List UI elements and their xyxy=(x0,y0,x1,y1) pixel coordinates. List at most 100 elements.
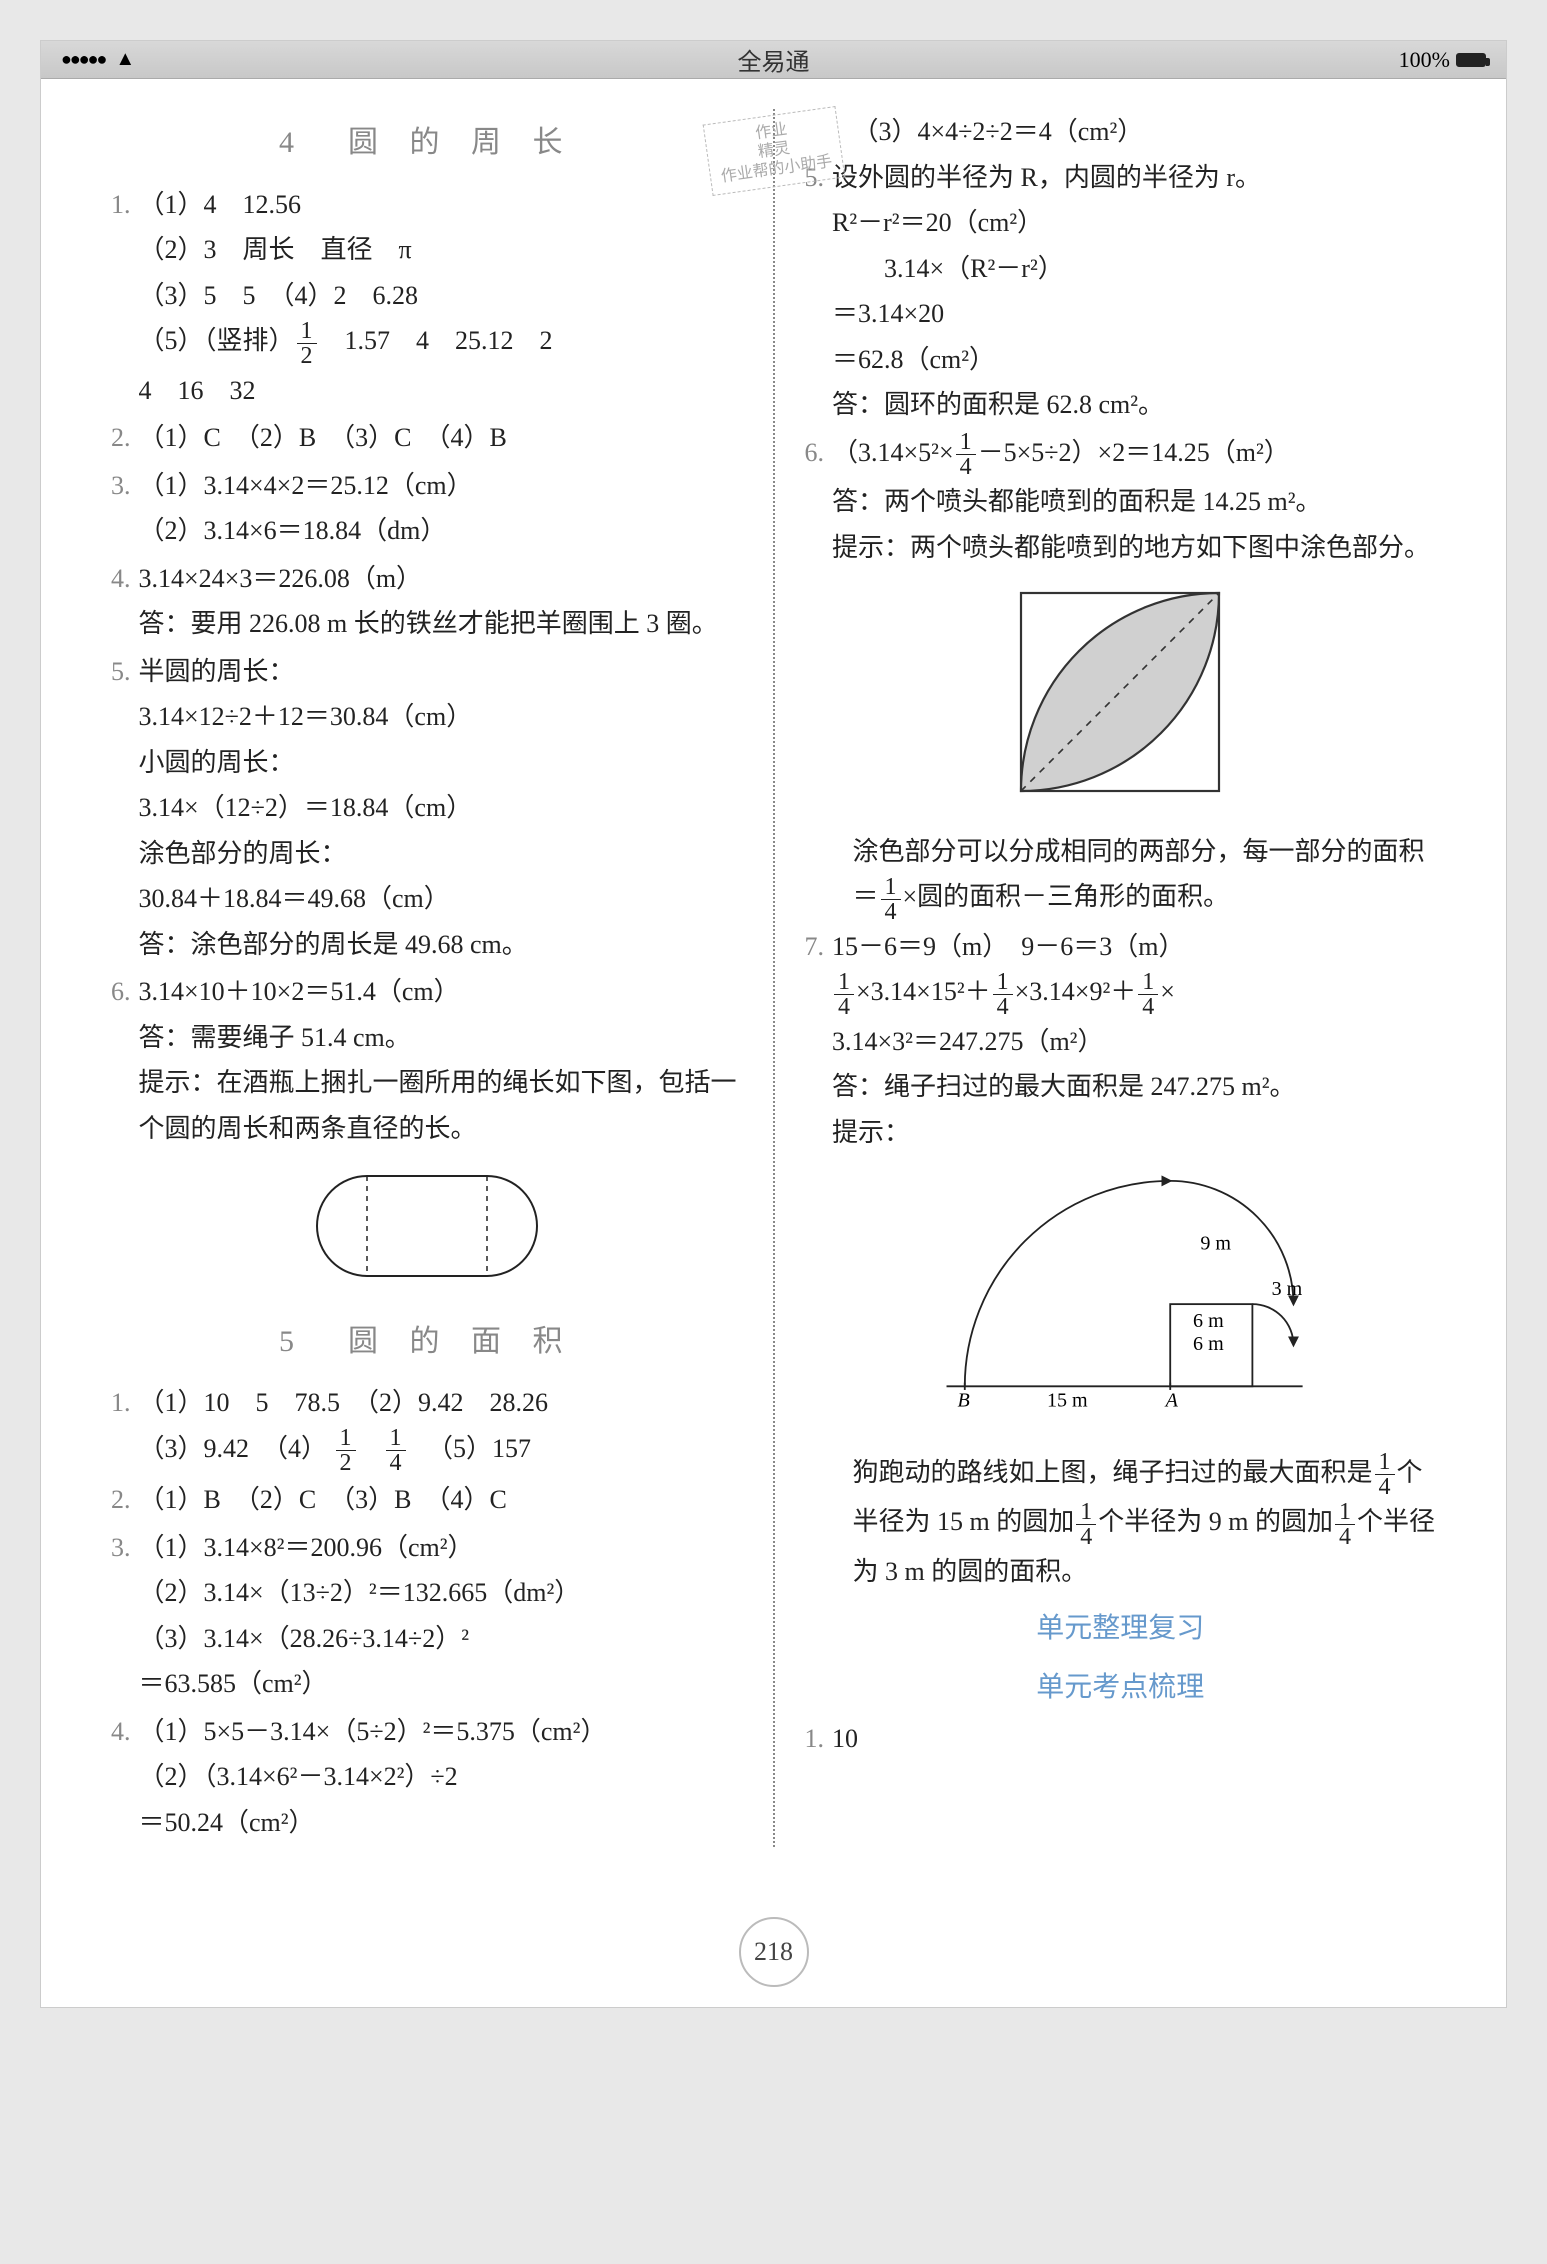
item-number: 6. xyxy=(111,969,131,1151)
answer-text: 10 xyxy=(832,1716,1436,1762)
battery-icon xyxy=(1456,53,1486,67)
item-number: 4. xyxy=(111,1709,131,1846)
answer-text: 14×3.14×15²＋14×3.14×9²＋14× xyxy=(832,969,1436,1019)
fraction: 14 xyxy=(1138,970,1158,1019)
oval-svg xyxy=(297,1161,557,1291)
answer-text: ＝3.14×20 xyxy=(832,291,1436,337)
text-span: －5×5÷2）×2＝14.25（m²） xyxy=(978,438,1290,467)
page-container: ●●●●● ▲ 全易通 100% 作业 精灵 作业帮的小助手 4 圆 的 周 长… xyxy=(40,40,1507,2008)
answer-text: 3.14×10＋10×2＝51.4（cm） xyxy=(139,969,743,1015)
header-title: 全易通 xyxy=(738,42,810,77)
answer-text: （1）3.14×4×2＝25.12（cm） xyxy=(139,463,743,509)
list-item: 1. （1）4 12.56 （2）3 周长 直径 π （3）5 5 （4）2 6… xyxy=(111,182,743,414)
answer-text: 半圆的周长： xyxy=(139,649,743,695)
answer-text: 3.14×12÷2＋12＝30.84（cm） xyxy=(139,694,743,740)
item-number: 7. xyxy=(805,924,825,1156)
item-number: 3. xyxy=(111,1525,131,1707)
item-number: 1. xyxy=(111,1380,131,1475)
answer-text: 15－6＝9（m） 9－6＝3（m） xyxy=(832,924,1436,970)
signal-icon: ●●●●● xyxy=(61,49,105,70)
battery-indicator: 100% xyxy=(1399,47,1486,73)
leaf-figure xyxy=(805,582,1437,817)
answer-text: （1）10 5 78.5 （2）9.42 28.26 xyxy=(139,1380,743,1426)
answer-text: （3）3.14×（28.26÷3.14÷2）² xyxy=(139,1616,743,1662)
list-item: 6. （3.14×5²×14－5×5÷2）×2＝14.25（m²） 答：两个喷头… xyxy=(805,430,1437,571)
answer-text: （1）C （2）B （3）C （4）B xyxy=(139,415,743,461)
answer-text: 涂色部分的周长： xyxy=(139,831,743,877)
answer-text: ＝50.24（cm²） xyxy=(139,1800,743,1846)
unit-subtitle: 单元考点梳理 xyxy=(805,1663,1437,1712)
label-9m: 9 m xyxy=(1201,1232,1232,1254)
answer-text: （2）3 周长 直径 π xyxy=(139,227,743,273)
list-item: 5. 半圆的周长： 3.14×12÷2＋12＝30.84（cm） 小圆的周长： … xyxy=(111,649,743,968)
answer-text: （3）9.42 （4） 12 14 （5）157 xyxy=(139,1426,743,1476)
list-item: 3. （1）3.14×4×2＝25.12（cm） （2）3.14×6＝18.84… xyxy=(111,463,743,554)
fraction: 14 xyxy=(993,970,1013,1019)
answer-text: （1）B （2）C （3）B （4）C xyxy=(139,1477,743,1523)
fraction: 14 xyxy=(1375,1450,1395,1499)
answer-text: 狗跑动的路线如上图，绳子扫过的最大面积是14个半径为 15 m 的圆加14个半径… xyxy=(805,1450,1437,1595)
answer-text: 提示：在酒瓶上捆扎一圈所用的绳长如下图，包括一个圆的周长和两条直径的长。 xyxy=(139,1060,743,1151)
item-number: 5. xyxy=(111,649,131,968)
answer-text: 提示：两个喷头都能喷到的地方如下图中涂色部分。 xyxy=(832,525,1436,571)
answer-text: （1）3.14×8²＝200.96（cm²） xyxy=(139,1525,743,1571)
section-title: 4 圆 的 周 长 xyxy=(111,117,743,170)
item-number: 4. xyxy=(111,556,131,647)
text-span: ×3.14×9²＋ xyxy=(1015,977,1137,1006)
page-number: 218 xyxy=(739,1917,809,1987)
answer-text: ＝62.8（cm²） xyxy=(832,337,1436,383)
answer-text: 涂色部分可以分成相同的两部分，每一部分的面积＝14×圆的面积－三角形的面积。 xyxy=(805,829,1437,924)
right-column: （3）4×4÷2÷2＝4（cm²） 5. 设外圆的半径为 R，内圆的半径为 r。… xyxy=(775,109,1457,1847)
text-span: （3）9.42 （4） xyxy=(139,1434,328,1463)
left-column: 4 圆 的 周 长 1. （1）4 12.56 （2）3 周长 直径 π （3）… xyxy=(91,109,773,1847)
answer-text: 答：绳子扫过的最大面积是 247.275 m²。 xyxy=(832,1064,1436,1110)
label-6m: 6 m xyxy=(1193,1310,1224,1332)
answer-text: 3.14×（12÷2）＝18.84（cm） xyxy=(139,785,743,831)
answer-text: ＝63.585（cm²） xyxy=(139,1661,743,1707)
fraction: 12 xyxy=(336,1426,356,1475)
list-item: 4. 3.14×24×3＝226.08（m） 答：要用 226.08 m 长的铁… xyxy=(111,556,743,647)
list-item: 1. （1）10 5 78.5 （2）9.42 28.26 （3）9.42 （4… xyxy=(111,1380,743,1475)
answer-text: （2）3.14×6＝18.84（dm） xyxy=(139,508,743,554)
label-B: B xyxy=(958,1389,970,1411)
wifi-icon: ▲ xyxy=(115,48,135,71)
answer-text: 3.14×3²＝247.275（m²） xyxy=(832,1019,1436,1065)
fraction: 14 xyxy=(881,875,901,924)
item-number: 2. xyxy=(111,1477,131,1523)
text-span: （5）157 xyxy=(414,1434,531,1463)
answer-text: （3.14×5²×14－5×5÷2）×2＝14.25（m²） xyxy=(832,430,1436,480)
answer-text: （3）5 5 （4）2 6.28 xyxy=(139,273,743,319)
answer-text: 提示： xyxy=(832,1110,1436,1156)
content-columns: 作业 精灵 作业帮的小助手 4 圆 的 周 长 1. （1）4 12.56 （2… xyxy=(41,79,1506,1897)
fraction: 14 xyxy=(386,1426,406,1475)
list-item: 4. （1）5×5－3.14×（5÷2）²＝5.375（cm²） （2）（3.1… xyxy=(111,1709,743,1846)
text-span: ×3.14×15²＋ xyxy=(856,977,991,1006)
fraction: 14 xyxy=(1335,1500,1355,1549)
item-number: 2. xyxy=(111,415,131,461)
answer-text: 3.14×24×3＝226.08（m） xyxy=(139,556,743,602)
answer-text: 答：圆环的面积是 62.8 cm²。 xyxy=(832,382,1436,428)
unit-title: 单元整理复习 xyxy=(805,1604,1437,1653)
item-number: 6. xyxy=(805,430,825,571)
text-span: ×圆的面积－三角形的面积。 xyxy=(903,882,1230,911)
text-span: 狗跑动的路线如上图，绳子扫过的最大面积是 xyxy=(853,1458,1373,1487)
item-number: 1. xyxy=(111,182,131,414)
list-item: 2. （1）C （2）B （3）C （4）B xyxy=(111,415,743,461)
answer-text: （1）5×5－3.14×（5÷2）²＝5.375（cm²） xyxy=(139,1709,743,1755)
label-3m: 3 m xyxy=(1272,1278,1303,1300)
item-number: 1. xyxy=(805,1716,825,1762)
answer-text: （2）3.14×（13÷2）²＝132.665（dm²） xyxy=(139,1570,743,1616)
arc-svg: B 15 m A 9 m 3 m 6 m 6 m xyxy=(910,1165,1330,1425)
answer-text: 3.14×（R²－r²） xyxy=(832,246,1436,292)
text-span: （3.14×5²× xyxy=(832,438,954,467)
text-span: 1.57 4 25.12 2 xyxy=(319,326,553,355)
answer-text: 4 16 32 xyxy=(139,368,743,414)
list-item: 3. （1）3.14×8²＝200.96（cm²） （2）3.14×（13÷2）… xyxy=(111,1525,743,1707)
item-number: 3. xyxy=(111,463,131,554)
fraction: 14 xyxy=(956,430,976,479)
text-span: × xyxy=(1160,977,1175,1006)
status-bar: ●●●●● ▲ 全易通 100% xyxy=(41,41,1506,79)
answer-text: 小圆的周长： xyxy=(139,740,743,786)
answer-text: 30.84＋18.84＝49.68（cm） xyxy=(139,876,743,922)
label-15m: 15 m xyxy=(1047,1389,1088,1411)
